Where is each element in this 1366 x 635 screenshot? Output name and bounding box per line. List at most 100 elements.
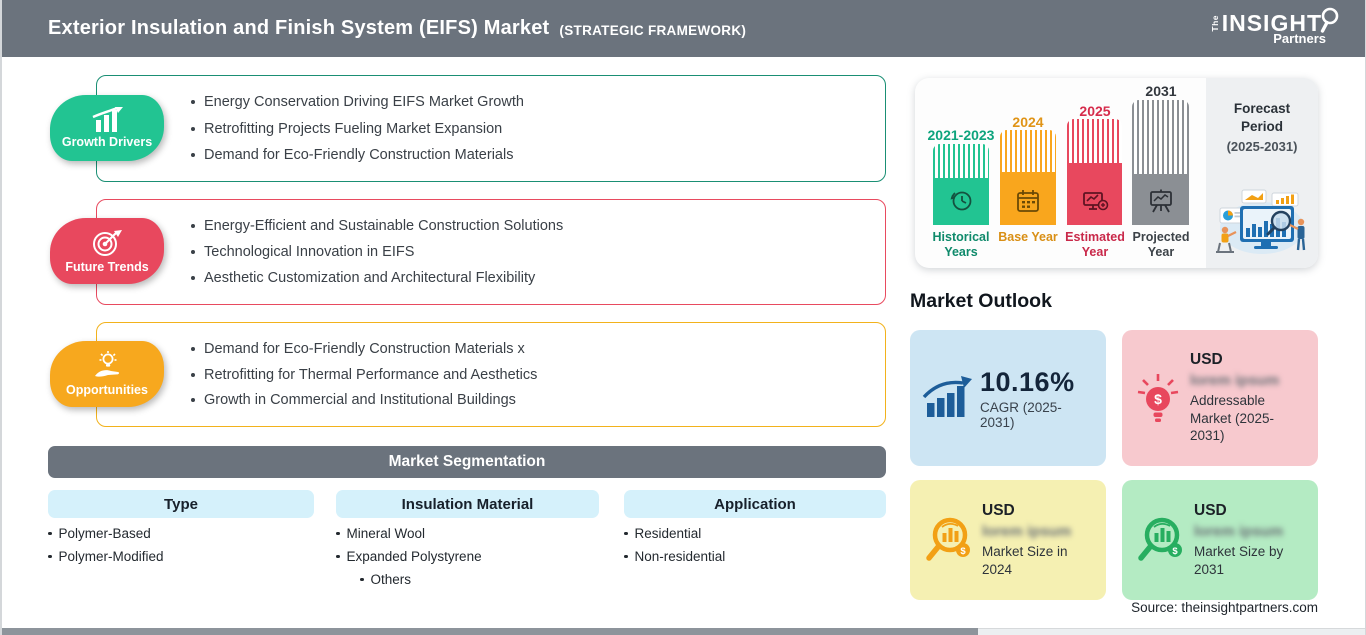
bullet-dot-icon: [191, 346, 195, 351]
projection-board-icon: [1149, 189, 1172, 213]
base-year-value: 2024: [1012, 114, 1044, 130]
masked-value: lorem ipsum: [1194, 522, 1284, 540]
future-trend-item: Technological Innovation in EIFS: [191, 244, 865, 260]
bullet-dot-icon: [48, 531, 52, 536]
opportunity-item: Growth in Commercial and Institutional B…: [191, 392, 865, 408]
growth-drivers-pill: Growth Drivers: [50, 95, 164, 161]
future-trend-item: Aesthetic Customization and Architectura…: [191, 270, 865, 286]
projected-year-bar: [1132, 100, 1189, 225]
svg-text:$: $: [1154, 391, 1162, 407]
dollar-bulb-icon: $: [1137, 374, 1179, 422]
bullet-dot-icon: [336, 531, 340, 536]
bullet-dot-icon: [191, 152, 195, 157]
list-item: Non-residential: [624, 549, 725, 564]
estimated-year-bar: [1067, 119, 1122, 225]
cagr-value: 10.16%: [980, 366, 1075, 397]
type-list: Polymer-Based Polymer-Modified: [48, 526, 164, 564]
list-item: Polymer-Modified: [48, 549, 164, 564]
logo-partners-text: Partners: [1273, 31, 1326, 46]
segment-column-insulation-material: Insulation Material: [336, 490, 599, 518]
bottom-strip-light: [978, 628, 1366, 635]
estimated-year-label: Estimated Year: [1065, 230, 1125, 259]
historical-years-value: 2021-2023: [927, 127, 995, 143]
currency-label: USD: [1190, 351, 1223, 369]
logo-insight-text: INSIGHT: [1221, 10, 1322, 36]
estimated-year-value: 2025: [1079, 103, 1111, 119]
cagr-card: 10.16% CAGR (2025-2031): [910, 330, 1106, 466]
list-item: Residential: [624, 526, 725, 541]
list-item: Others: [360, 572, 482, 587]
opportunities-pill: Opportunities: [50, 341, 164, 407]
growth-drivers-box: Energy Conservation Driving EIFS Market …: [96, 75, 886, 182]
list-item-text: Residential: [634, 526, 702, 541]
historical-years-bar: [933, 144, 989, 225]
segment-column-application: Application: [624, 490, 886, 518]
market-magnifier-icon-green: $: [1138, 517, 1182, 561]
future-trend-text: Energy-Efficient and Sustainable Constru…: [204, 218, 564, 234]
page-subtitle: (STRATEGIC FRAMEWORK): [559, 22, 747, 38]
opportunity-text: Retrofitting for Thermal Performance and…: [204, 366, 538, 383]
list-item-text: Non-residential: [634, 549, 726, 564]
forecast-period-title: Forecast Period: [1233, 101, 1291, 134]
masked-value: lorem ipsum: [1190, 372, 1280, 390]
bullet-dot-icon: [191, 398, 195, 403]
list-item-text: Others: [370, 572, 412, 587]
study-period-chart: 2021-2023 2024 2025 2031: [915, 78, 1318, 268]
bar-stripes: [1000, 130, 1056, 172]
market-size-2024-card: $ USD lorem ipsum Market Size in 2024: [910, 480, 1106, 600]
bullet-dot-icon: [191, 126, 195, 131]
bottom-strip-dark: [0, 628, 978, 635]
forecast-period-range: (2025-2031): [1226, 139, 1298, 155]
list-item: Mineral Wool: [336, 526, 482, 541]
insight-partners-logo: The INSIGHT Partners: [1210, 7, 1340, 46]
application-list: Residential Non-residential: [624, 526, 725, 564]
bullet-dot-icon: [191, 250, 195, 254]
bullet-dot-icon: [624, 531, 628, 536]
bar-stripes: [933, 144, 989, 178]
bullet-dot-icon: [191, 224, 195, 228]
market-magnifier-icon-orange: $: [926, 517, 970, 561]
magnifier-icon: [1320, 7, 1339, 33]
source-attribution: Source: theinsightpartners.com: [1131, 600, 1318, 615]
cagr-growth-icon: [922, 376, 972, 417]
future-trend-text: Technological Innovation in EIFS: [204, 244, 415, 260]
projected-year-label: Projected Year: [1132, 230, 1190, 259]
list-item: Polymer-Based: [48, 526, 164, 541]
future-trends-box: Energy-Efficient and Sustainable Constru…: [96, 199, 886, 305]
growth-driver-text: Energy Conservation Driving EIFS Market …: [204, 94, 524, 111]
masked-value: lorem ipsum: [982, 522, 1072, 540]
opportunity-item: Demand for Eco-Friendly Construction Mat…: [191, 341, 865, 357]
opportunity-item: Retrofitting for Thermal Performance and…: [191, 367, 865, 383]
page-title: Exterior Insulation and Finish System (E…: [48, 17, 550, 39]
opportunities-label: Opportunities: [66, 383, 148, 397]
calendar-icon: [1017, 190, 1039, 212]
addressable-market-label: Addressable Market (2025-2031): [1190, 393, 1275, 444]
bullet-dot-icon: [191, 100, 195, 105]
base-year-bar: [1000, 130, 1056, 225]
future-trend-item: Energy-Efficient and Sustainable Constru…: [191, 218, 865, 234]
growth-driver-text: Retrofitting Projects Fueling Market Exp…: [204, 120, 503, 137]
bullet-dot-icon: [624, 554, 628, 559]
base-year-label: Base Year: [998, 230, 1058, 244]
bullet-dot-icon: [191, 372, 195, 377]
market-segmentation-header: Market Segmentation: [48, 446, 886, 478]
future-trends-label: Future Trends: [65, 260, 149, 274]
list-item: Expanded Polystyrene: [336, 549, 482, 564]
market-size-2024-label: Market Size in 2024: [982, 543, 1068, 577]
growth-driver-item: Retrofitting Projects Fueling Market Exp…: [191, 121, 865, 137]
segment-column-type: Type: [48, 490, 314, 518]
svg-text:$: $: [960, 546, 966, 557]
market-size-2031-card: $ USD lorem ipsum Market Size by 2031: [1122, 480, 1318, 600]
growth-driver-item: Energy Conservation Driving EIFS Market …: [191, 94, 865, 110]
header-bar: Exterior Insulation and Finish System (E…: [0, 0, 1366, 57]
insulation-material-list: Mineral Wool Expanded Polystyrene Others: [336, 526, 482, 587]
opportunity-text: Growth in Commercial and Institutional B…: [204, 392, 516, 409]
analytics-illustration: [1216, 189, 1306, 254]
cagr-label: CAGR (2025-2031): [980, 399, 1062, 430]
growth-drivers-label: Growth Drivers: [61, 135, 153, 149]
growth-driver-item: Demand for Eco-Friendly Construction Mat…: [191, 147, 865, 163]
projected-year-value: 2031: [1145, 83, 1177, 99]
target-icon: [93, 230, 122, 256]
list-item-text: Polymer-Modified: [58, 549, 164, 564]
bullet-dot-icon: [191, 276, 195, 280]
